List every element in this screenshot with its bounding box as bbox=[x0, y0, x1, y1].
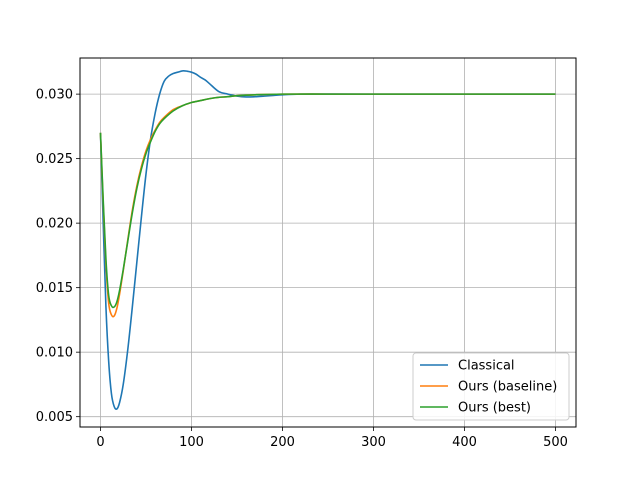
x-tick-label: 500 bbox=[543, 435, 568, 450]
y-axis: 0.005 0.010 0.015 0.020 0.025 0.030 bbox=[36, 88, 80, 425]
y-tick-label: 0.005 bbox=[36, 410, 73, 425]
x-axis: 0 100 200 300 400 500 bbox=[96, 427, 568, 450]
y-tick-label: 0.025 bbox=[36, 152, 73, 167]
y-tick-label: 0.015 bbox=[36, 281, 73, 296]
series-line-2 bbox=[99, 93, 556, 309]
plot-area-frame bbox=[79, 57, 577, 428]
x-tick-label: 400 bbox=[452, 435, 477, 450]
legend: Classical Ours (baseline) Ours (best) bbox=[412, 352, 570, 421]
legend-label-2: Ours (best) bbox=[458, 401, 531, 416]
series-line-0 bbox=[99, 70, 556, 410]
legend-label-1: Ours (baseline) bbox=[458, 380, 557, 395]
x-tick-label: 100 bbox=[179, 435, 204, 450]
legend-label-0: Classical bbox=[458, 359, 515, 374]
y-tick-label: 0.010 bbox=[36, 346, 73, 361]
x-tick-label: 300 bbox=[361, 435, 386, 450]
legend-box bbox=[412, 352, 570, 421]
series-lines bbox=[99, 70, 556, 410]
x-tick-label: 0 bbox=[96, 435, 104, 450]
x-tick-label: 200 bbox=[270, 435, 295, 450]
grid bbox=[80, 58, 576, 427]
y-tick-label: 0.020 bbox=[36, 217, 73, 232]
y-tick-label: 0.030 bbox=[36, 88, 73, 103]
